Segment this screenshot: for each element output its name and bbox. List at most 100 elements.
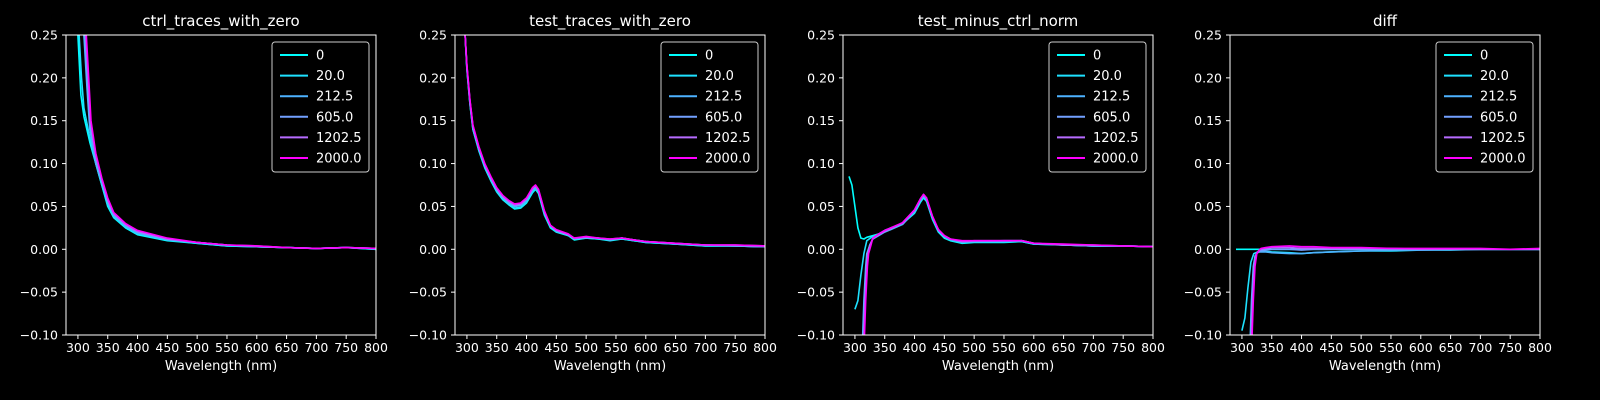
legend-label: 1202.5 [316, 131, 362, 146]
y-tick-label: −0.05 [20, 285, 58, 300]
y-tick-label: 0.10 [30, 156, 58, 171]
legend-label: 20.0 [316, 69, 345, 84]
legend-label: 605.0 [705, 110, 742, 125]
chart-panel-2: test_traces_with_zero 300 350 400 450 500 550 6… [409, 12, 777, 374]
legend-label: 1202.5 [1093, 131, 1139, 146]
x-tick-label: 500 [1349, 340, 1373, 355]
chart-panel-4: diff 300 350 400 450 500 550 600 650 700 750 800 −0.… [1184, 12, 1552, 374]
y-tick-label: 0.15 [419, 113, 447, 128]
legend: 0 20.0 212.5 605.0 1202.5 2000.0 [660, 41, 759, 173]
y-tick-label: −0.05 [797, 285, 835, 300]
y-tick-label: 0.05 [807, 199, 835, 214]
x-tick-label: 700 [1081, 340, 1105, 355]
y-tick-label: 0.15 [30, 113, 58, 128]
x-tick-label: 550 [1379, 340, 1403, 355]
legend-box [1435, 41, 1534, 173]
x-tick-label: 650 [664, 340, 688, 355]
y-tick-label: −0.05 [409, 285, 447, 300]
y-tick-label: 0.20 [1194, 70, 1222, 85]
y-tick-label: 0.00 [419, 242, 447, 257]
y-tick-label: 0.25 [807, 28, 835, 43]
series-group [77, 35, 376, 251]
legend-label: 0 [705, 49, 713, 64]
legend: 0 20.0 212.5 605.0 1202.5 2000.0 [1435, 41, 1534, 173]
legend-label: 605.0 [316, 110, 353, 125]
x-tick-label: 700 [1468, 340, 1492, 355]
x-tick-label: 800 [1528, 340, 1552, 355]
x-tick-label: 650 [1439, 340, 1463, 355]
x-tick-label: 350 [96, 340, 120, 355]
legend: 0 20.0 212.5 605.0 1202.5 2000.0 [1048, 41, 1147, 173]
x-axis-label: Wavelength (nm) [554, 359, 666, 374]
x-tick-label: 650 [1052, 340, 1076, 355]
x-tick-label: 350 [1260, 340, 1284, 355]
x-tick-label: 800 [1141, 340, 1165, 355]
x-tick-label: 500 [962, 340, 986, 355]
x-tick-label: 400 [1290, 340, 1314, 355]
x-tick-label: 350 [873, 340, 897, 355]
chart-title: diff [1373, 12, 1398, 30]
legend-label: 0 [316, 49, 324, 64]
x-tick-label: 800 [753, 340, 777, 355]
legend: 0 20.0 212.5 605.0 1202.5 2000.0 [271, 41, 370, 173]
axes-frame [454, 34, 766, 336]
y-tick-label: 0.20 [419, 70, 447, 85]
series-group [464, 35, 765, 248]
x-tick-label: 450 [155, 340, 179, 355]
y-tick-label: 0.25 [1194, 28, 1222, 43]
x-tick-label: 600 [245, 340, 269, 355]
y-tick-label: 0.25 [30, 28, 58, 43]
legend-label: 2000.0 [1093, 152, 1139, 167]
legend-label: 2000.0 [705, 152, 751, 167]
axes-frame [842, 34, 1154, 336]
legend-box [660, 41, 759, 173]
x-tick-label: 450 [544, 340, 568, 355]
x-tick-label: 550 [215, 340, 239, 355]
y-tick-label: 0.05 [419, 199, 447, 214]
y-tick-label: 0.05 [1194, 199, 1222, 214]
legend-label: 212.5 [1093, 90, 1130, 105]
legend-label: 2000.0 [316, 152, 362, 167]
y-tick-label: 0.20 [30, 70, 58, 85]
series-line-2000-0 [464, 35, 765, 247]
x-tick-label: 300 [1230, 340, 1254, 355]
x-tick-label: 300 [843, 340, 867, 355]
legend-label: 20.0 [705, 69, 734, 84]
x-tick-label: 400 [515, 340, 539, 355]
y-tick-label: 0.10 [419, 156, 447, 171]
x-tick-label: 800 [364, 340, 388, 355]
axes-frame [65, 34, 377, 336]
chart-title: ctrl_traces_with_zero [142, 12, 299, 31]
legend-label: 2000.0 [1480, 152, 1526, 167]
x-tick-label: 400 [903, 340, 927, 355]
y-tick-label: −0.10 [797, 328, 835, 343]
y-tick-label: 0.10 [1194, 156, 1222, 171]
y-tick-label: 0.20 [807, 70, 835, 85]
y-tick-label: 0.00 [30, 242, 58, 257]
x-axis-label: Wavelength (nm) [942, 359, 1054, 374]
x-tick-label: 700 [304, 340, 328, 355]
y-tick-label: 0.00 [807, 242, 835, 257]
legend-label: 1202.5 [705, 131, 751, 146]
y-tick-label: −0.10 [409, 328, 447, 343]
x-tick-label: 600 [1409, 340, 1433, 355]
legend-label: 1202.5 [1480, 131, 1526, 146]
x-tick-label: 600 [634, 340, 658, 355]
legend-label: 212.5 [1480, 90, 1517, 105]
x-tick-label: 750 [1111, 340, 1135, 355]
y-tick-label: −0.10 [1184, 328, 1222, 343]
x-tick-label: 750 [723, 340, 747, 355]
axes-frame [1229, 34, 1541, 336]
y-tick-label: −0.10 [20, 328, 58, 343]
series-group [848, 176, 1153, 335]
y-tick-label: −0.05 [1184, 285, 1222, 300]
y-tick-label: 0.10 [807, 156, 835, 171]
legend-box [271, 41, 370, 173]
legend-label: 0 [1093, 49, 1101, 64]
x-tick-label: 300 [66, 340, 90, 355]
x-tick-label: 550 [992, 340, 1016, 355]
legend-box [1048, 41, 1147, 173]
x-tick-label: 550 [604, 340, 628, 355]
x-tick-label: 500 [185, 340, 209, 355]
legend-label: 20.0 [1480, 69, 1509, 84]
